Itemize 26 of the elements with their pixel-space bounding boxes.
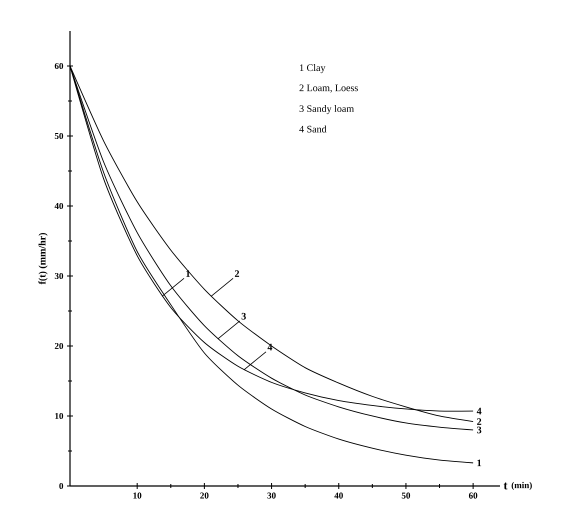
x-tick-label: 50 — [402, 492, 410, 499]
annotation: 2 Loam, Loess — [300, 84, 358, 93]
x-tick-label: 60 — [468, 492, 478, 499]
y-tick-label: 10 — [55, 412, 64, 420]
x2-axis-title: (min) — [512, 482, 532, 490]
x-axis-title: t — [504, 482, 508, 490]
y-axis-title: f(t) (mm/hr) — [38, 232, 48, 284]
annotation: 3 Sandy loam — [300, 104, 354, 114]
y-tick-label: 0 — [59, 482, 64, 490]
x-tick-label: 30 — [267, 492, 276, 499]
x-tick-label: 20 — [200, 492, 209, 499]
x-tick-label: 10 — [133, 492, 142, 499]
y-tick-label: 40 — [54, 202, 64, 210]
y-tick-label: 30 — [54, 272, 64, 280]
annotation: 4 Sand — [299, 125, 326, 132]
annotation: 3 — [242, 312, 246, 320]
series-label: 1 — [477, 460, 482, 466]
annotation: 2 — [234, 270, 240, 277]
series-label: 4 — [476, 408, 482, 414]
series-label: 2 — [477, 418, 482, 425]
y-tick-label: 50 — [54, 132, 64, 140]
x-tick-label: 40 — [334, 492, 343, 499]
annotation: 1 Clay — [300, 64, 326, 74]
y-tick-label: 20 — [54, 342, 64, 350]
series-label: 3 — [477, 426, 482, 434]
y-tick-label: 60 — [54, 62, 64, 70]
